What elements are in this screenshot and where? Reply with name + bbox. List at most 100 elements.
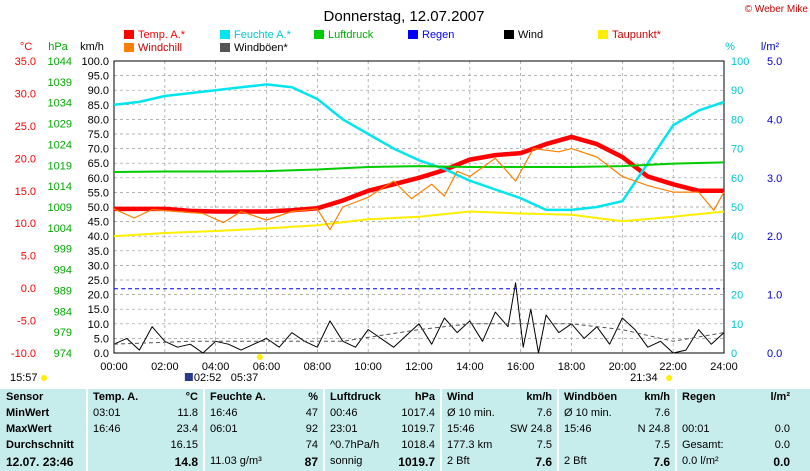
- stats-cell-left: 06:01: [210, 423, 238, 435]
- humidity-tick-label: 40: [731, 231, 743, 243]
- legend-swatch: [124, 30, 134, 39]
- stats-cell-left: 16:46: [210, 407, 238, 419]
- stats-cell-value: SW 24.8: [509, 423, 552, 435]
- wind-tick-label: 95.0: [88, 71, 109, 83]
- x-tick-label: 14:00: [456, 361, 484, 373]
- stats-cell-left: 2 Bft: [447, 455, 470, 467]
- x-tick-label: 00:00: [100, 361, 128, 373]
- axis-unit-label: km/h: [80, 41, 104, 53]
- stats-cell-left: Feuchte A.: [210, 391, 266, 403]
- humidity-tick-label: 100: [731, 56, 749, 68]
- stats-cell-left: 00:46: [330, 407, 358, 419]
- chart-title: Donnerstag, 12.07.2007: [324, 8, 485, 25]
- stats-cell-left: 0.0 l/m²: [682, 455, 719, 467]
- humidity-tick-label: 0: [731, 348, 737, 360]
- stats-cell-left: 2 Bft: [564, 455, 587, 467]
- stats-cell-value: l/m²: [770, 391, 790, 403]
- stats-cell-left: 00:01: [682, 423, 710, 435]
- stats-cell-left: 03:01: [93, 407, 121, 419]
- stats-cell-value: 7.6: [654, 407, 670, 419]
- pressure-tick-label: 999: [54, 244, 72, 256]
- wind-tick-label: 75.0: [88, 129, 109, 141]
- stats-cell-value: 7.6: [535, 455, 552, 469]
- pressure-tick-label: 1014: [48, 181, 72, 193]
- humidity-tick-label: 30: [731, 260, 743, 272]
- wind-tick-label: 100.0: [81, 56, 109, 68]
- wind-tick-label: 35.0: [88, 246, 109, 258]
- legend-label: Temp. A.*: [138, 29, 186, 41]
- stats-cell-value: 0.0: [773, 455, 790, 469]
- x-tick-label: 16:00: [507, 361, 535, 373]
- rain-tick-label: 0.0: [767, 348, 782, 360]
- sunrise-label: 05:37: [231, 372, 259, 384]
- stats-col-wind: Wind km/h Ø 10 min. 7.6 15:46 SW 24.8 177.3 km…: [442, 389, 557, 471]
- legend-label: Taupunkt*: [612, 29, 662, 41]
- stats-cell-left: 11.03 g/m³: [210, 455, 262, 467]
- stats-cell-value: N 24.8: [637, 423, 670, 435]
- stats-cell-left: 15:46: [564, 423, 592, 435]
- legend-label: Regen: [422, 29, 454, 41]
- wind-tick-label: 65.0: [88, 158, 109, 170]
- stats-cell-left: 16:46: [93, 423, 121, 435]
- wind-tick-label: 40.0: [88, 231, 109, 243]
- stats-cell-value: km/h: [526, 391, 552, 403]
- stats-cell-value: 16.15: [170, 439, 198, 451]
- stats-cell-left: ^0.7hPa/h: [330, 439, 380, 451]
- stats-col-gusts: Windböen km/h Ø 10 min. 7.6 15:46 N 24.8 7.5 2 …: [559, 389, 675, 471]
- pressure-tick-label: 984: [54, 306, 72, 318]
- temp-tick-label: 10.0: [15, 218, 36, 230]
- humidity-tick-label: 20: [731, 290, 743, 302]
- rain-tick-label: 5.0: [767, 56, 782, 68]
- temp-tick-label: 5.0: [21, 251, 36, 263]
- sunset-label: 21:34: [630, 372, 658, 384]
- weather-chart: 35.0 30.0 25.0 20.0 15.0 10.0 5.0 0.0 -5.0 -10.0 1…: [10, 4, 808, 384]
- stats-col-pressure: Luftdruck hPa 00:46 1017.4 23:01 1019.7 ^0.7hP…: [325, 389, 440, 471]
- wind-tick-label: 55.0: [88, 187, 109, 199]
- left-time-label: 15:57: [10, 372, 38, 384]
- stats-cell-value: 7.5: [536, 439, 552, 451]
- stats-col-sensor: Sensor MinWert MaxWert Durchschnitt 12.0…: [0, 389, 86, 471]
- stats-cell-left: Temp. A.: [93, 391, 139, 403]
- pressure-tick-label: 1024: [48, 139, 72, 151]
- stats-cell-left: Ø 10 min.: [564, 407, 612, 419]
- x-tick-label: 06:00: [253, 361, 281, 373]
- series-line-feuchtea: [113, 83, 725, 212]
- stats-cell-value: 23.4: [176, 423, 198, 435]
- moonrise-label: 02:52: [194, 372, 222, 384]
- stats-cell-value: 74: [305, 439, 318, 451]
- humidity-tick-label: 80: [731, 114, 743, 126]
- wind-tick-label: 30.0: [88, 260, 109, 272]
- wind-tick-label: 15.0: [88, 304, 109, 316]
- pressure-tick-label: 1044: [48, 56, 72, 68]
- axis-unit-label: hPa: [48, 41, 68, 53]
- stats-cell-value: 14.8: [174, 455, 198, 469]
- series-line-windben: [113, 323, 725, 345]
- stats-col-rain: Regen l/m² 00:01 0.0 Gesamt: 0.0 0.0 l/m² 0.0: [677, 389, 795, 471]
- stats-title: Sensor: [6, 391, 44, 403]
- pressure-tick-label: 994: [54, 265, 72, 277]
- stats-cell-value: 0.0: [774, 423, 790, 435]
- sunset-icon: [666, 375, 673, 381]
- sun-icon: [41, 375, 47, 381]
- legend: Temp. A.* Feuchte A.* Luftdruck Regen Wind Ta…: [124, 29, 662, 54]
- legend-swatch: [408, 30, 418, 39]
- stats-cell-left: 23:01: [330, 423, 358, 435]
- x-tick-label: 24:00: [710, 361, 738, 373]
- axis-labels: 35.0 30.0 25.0 20.0 15.0 10.0 5.0 0.0 -5.0 -10.0 1…: [10, 41, 782, 384]
- legend-swatch: [598, 30, 608, 39]
- stats-cell-left: Luftdruck: [330, 391, 381, 403]
- x-tick-label: 12:00: [405, 361, 433, 373]
- legend-swatch: [314, 30, 324, 39]
- pressure-tick-label: 989: [54, 285, 72, 297]
- plot-grid: [114, 61, 724, 353]
- axis-unit-label: l/m²: [761, 41, 780, 53]
- wind-tick-label: 45.0: [88, 217, 109, 229]
- legend-swatch: [220, 30, 230, 39]
- stats-cell-value: km/h: [644, 391, 670, 403]
- plot-series: [113, 83, 725, 354]
- series-line-wind: [113, 282, 725, 354]
- x-tick-label: 20:00: [609, 361, 637, 373]
- stats-cell-value: °C: [185, 391, 198, 403]
- temp-tick-label: 35.0: [15, 56, 36, 68]
- moon-icon: [184, 373, 193, 381]
